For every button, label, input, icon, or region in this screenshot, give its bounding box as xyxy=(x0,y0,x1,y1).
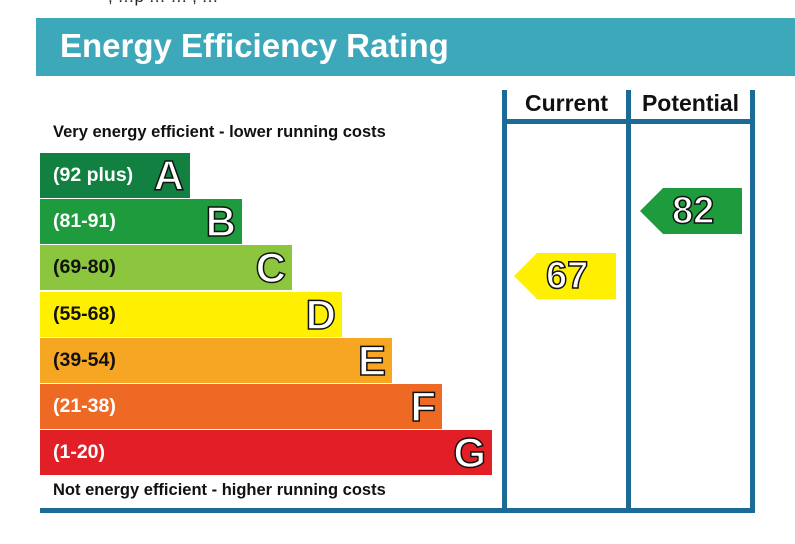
bottom-caption: Not energy efficient - higher running co… xyxy=(53,481,386,499)
band-f: (21-38) F xyxy=(40,383,442,430)
band-b: (81-91) B xyxy=(40,198,242,245)
current-rating-arrow: 67 xyxy=(514,253,616,299)
arrow-shape xyxy=(514,253,616,299)
band-range-label: (39-54) xyxy=(53,349,116,371)
arrow-fill xyxy=(640,188,742,234)
band-letter-label: C xyxy=(255,244,287,291)
frame-line-right xyxy=(750,90,755,512)
frame-bottom-line xyxy=(40,508,755,513)
band-range-label: (55-68) xyxy=(53,303,116,325)
potential-rating-value: 82 xyxy=(671,189,715,233)
band-range-label: (92 plus) xyxy=(53,164,134,186)
band-letter-label: E xyxy=(357,337,387,384)
current-column-header: Current xyxy=(524,90,609,116)
band-d: (55-68) D xyxy=(40,291,342,338)
band-range-label: (21-38) xyxy=(53,395,116,417)
title-bar: Energy Efficiency Rating xyxy=(36,18,795,76)
potential-rating-arrow: 82 xyxy=(640,188,742,234)
arrow-shape xyxy=(640,188,742,234)
potential-column-header: Potential xyxy=(641,90,740,116)
current-rating-value: 67 xyxy=(545,254,589,298)
band-letter-label: D xyxy=(305,291,337,338)
band-range-label: (1-20) xyxy=(53,441,106,463)
frame-line-middle xyxy=(626,90,631,512)
band-a: (92 plus) A xyxy=(40,152,190,199)
frame-line-left xyxy=(502,90,507,512)
band-g: (1-20) G xyxy=(40,429,492,476)
band-c: (69-80) C xyxy=(40,244,292,291)
header-divider-line xyxy=(502,119,755,124)
band-letter-label: B xyxy=(205,198,237,245)
clipped-top-text: , …p … … , … xyxy=(0,0,795,16)
band-e: (39-54) E xyxy=(40,337,392,384)
band-range-label: (69-80) xyxy=(53,256,116,278)
arrow-fill xyxy=(514,253,616,299)
chart-title: Energy Efficiency Rating xyxy=(60,27,449,64)
top-caption: Very energy efficient - lower running co… xyxy=(53,123,386,141)
band-letter-label: G xyxy=(453,429,487,476)
band-letter-label: A xyxy=(153,152,185,199)
band-range-label: (81-91) xyxy=(53,210,116,232)
band-letter-label: F xyxy=(410,383,437,430)
